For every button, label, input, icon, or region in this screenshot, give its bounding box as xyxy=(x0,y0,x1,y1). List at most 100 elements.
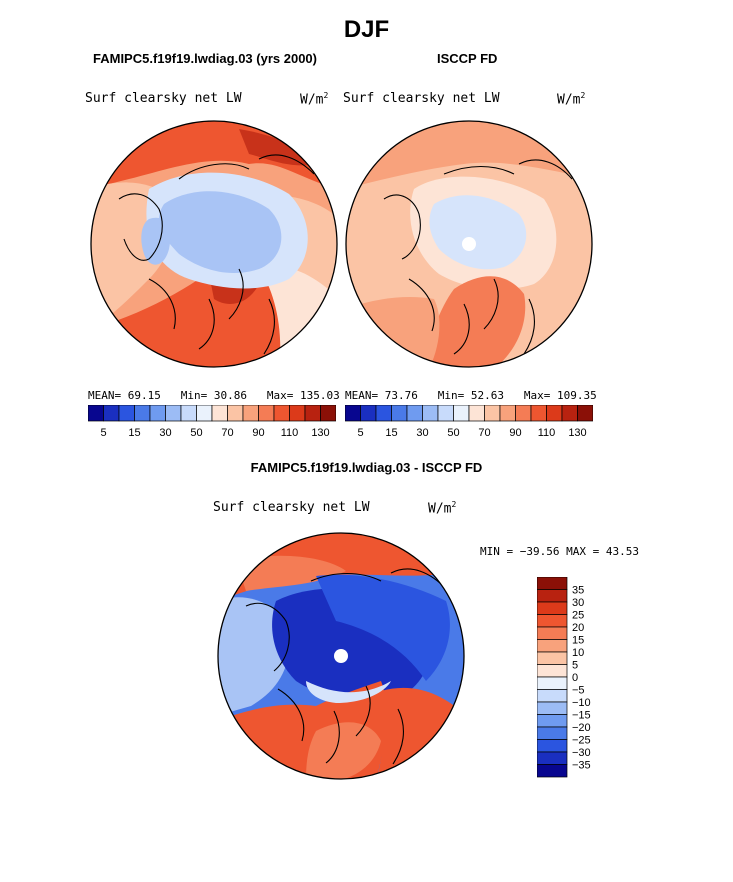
colorbar-swatch xyxy=(165,405,182,422)
colorbar-swatch xyxy=(484,405,501,422)
colorbar-tick-label: −10 xyxy=(572,697,591,709)
colorbar-swatch xyxy=(537,601,568,615)
model-units-label: W/m2 xyxy=(300,91,329,108)
colorbar-swatch xyxy=(537,764,568,778)
greenland-field xyxy=(141,217,171,265)
colorbar-tick-label: 70 xyxy=(221,427,233,439)
colorbar-tick-label: −30 xyxy=(572,747,591,759)
colorbar-swatch xyxy=(537,639,568,653)
model-polar-map xyxy=(90,120,338,368)
colorbar-tick-label: 130 xyxy=(568,427,586,439)
colorbar-tick-label: 90 xyxy=(509,427,521,439)
colorbar-swatch xyxy=(273,405,290,422)
coastline xyxy=(118,154,315,355)
colorbar-swatch xyxy=(422,405,439,422)
atlantic-field xyxy=(346,297,440,367)
diff-variable-label: Surf clearsky net LW xyxy=(213,500,370,515)
diff-panel-title: FAMIPC5.f19f19.lwdiag.03 - ISCCP FD xyxy=(250,460,483,475)
colorbar-swatch xyxy=(211,405,228,422)
colorbar-swatch xyxy=(537,739,568,753)
diff-units-label: W/m2 xyxy=(428,500,457,517)
colorbar-swatch xyxy=(134,405,151,422)
colorbar-swatch xyxy=(437,405,454,422)
colorbar-swatch xyxy=(468,405,485,422)
obs-variable-label: Surf clearsky net LW xyxy=(343,91,500,106)
colorbar-swatch xyxy=(196,405,213,422)
colorbar-swatch xyxy=(561,405,578,422)
colorbar-swatch xyxy=(391,405,408,422)
colorbar-tick-label: 5 xyxy=(357,427,363,439)
model-panel-title: FAMIPC5.f19f19.lwdiag.03 (yrs 2000) xyxy=(93,51,317,66)
colorbar-tick-label: 50 xyxy=(190,427,202,439)
colorbar-tick-label: 30 xyxy=(159,427,171,439)
europe-field xyxy=(306,722,381,779)
model-stats: MEAN= 69.15 Min= 30.86 Max= 135.03 xyxy=(88,389,340,402)
colorbar-tick-label: 15 xyxy=(572,635,584,647)
colorbar-tick-label: −25 xyxy=(572,735,591,747)
colorbar-swatch xyxy=(103,405,120,422)
colorbar-tick-label: 130 xyxy=(311,427,329,439)
colorbar-tick-label: 10 xyxy=(572,647,584,659)
colorbar-tick-label: 15 xyxy=(128,427,140,439)
colorbar-tick-label: 30 xyxy=(416,427,428,439)
colorbar-tick-label: 5 xyxy=(572,660,578,672)
colorbar-swatch xyxy=(375,405,392,422)
main-title: DJF xyxy=(343,16,390,43)
model-variable-label: Surf clearsky net LW xyxy=(85,91,242,106)
pale-band xyxy=(306,681,391,703)
colorbar-tick-label: −35 xyxy=(572,760,591,772)
europe-field xyxy=(424,276,526,367)
colorbar-swatch xyxy=(537,714,568,728)
obs-panel-title: ISCCP FD xyxy=(437,51,498,66)
coastline xyxy=(245,568,447,765)
colorbar-swatch xyxy=(88,405,104,422)
colorbar-tick-label: 0 xyxy=(572,672,578,684)
model-colorbar: 5 15 30 50 70 90 110 130 xyxy=(88,405,336,439)
colorbar-tick-label: 90 xyxy=(252,427,264,439)
colorbar-swatch xyxy=(530,405,547,422)
colorbar-swatch xyxy=(118,405,135,422)
colorbar-tick-label: 70 xyxy=(478,427,490,439)
coastline xyxy=(383,159,573,355)
colorbar-tick-label: 35 xyxy=(572,585,584,597)
colorbar-swatch xyxy=(242,405,259,422)
colorbar-tick-label: 50 xyxy=(447,427,459,439)
alaska-field xyxy=(236,555,346,591)
obs-stats: MEAN= 73.76 Min= 52.63 Max= 109.35 xyxy=(345,389,597,402)
colorbar-swatch xyxy=(227,405,244,422)
colorbar-tick-label: 25 xyxy=(572,610,584,622)
colorbar-swatch xyxy=(499,405,516,422)
colorbar-tick-label: −15 xyxy=(572,710,591,722)
colorbar-swatch xyxy=(258,405,275,422)
obs-colorbar: 5 15 30 50 70 90 110 130 xyxy=(345,405,593,439)
colorbar-swatch xyxy=(406,405,423,422)
diff-minmax: MIN = −39.56 MAX = 43.53 xyxy=(480,545,639,558)
colorbar-swatch xyxy=(537,651,568,665)
colorbar-swatch xyxy=(537,664,568,678)
colorbar-tick-label: −20 xyxy=(572,722,591,734)
colorbar-swatch xyxy=(537,577,568,590)
colorbar-swatch xyxy=(537,614,568,628)
colorbar-swatch xyxy=(180,405,197,422)
pole-hole xyxy=(462,237,476,251)
colorbar-swatch xyxy=(537,689,568,703)
colorbar-swatch xyxy=(537,726,568,740)
colorbar-tick-label: 30 xyxy=(572,597,584,609)
colorbar-tick-label: 5 xyxy=(100,427,106,439)
colorbar-swatch xyxy=(515,405,532,422)
obs-units-label: W/m2 xyxy=(557,91,586,108)
arctic-pale-field xyxy=(429,195,527,270)
colorbar-swatch xyxy=(289,405,306,422)
colorbar-tick-label: −5 xyxy=(572,685,585,697)
colorbar-tick-label: 20 xyxy=(572,622,584,634)
colorbar-swatch xyxy=(149,405,166,422)
pacific-dark-field xyxy=(239,129,319,166)
colorbar-swatch xyxy=(537,626,568,640)
arctic-blue-field xyxy=(159,191,282,274)
pole-hole xyxy=(334,649,348,663)
colorbar-swatch xyxy=(345,405,361,422)
colorbar-swatch xyxy=(577,405,593,422)
colorbar-tick-label: 110 xyxy=(538,427,556,439)
colorbar-swatch xyxy=(453,405,470,422)
